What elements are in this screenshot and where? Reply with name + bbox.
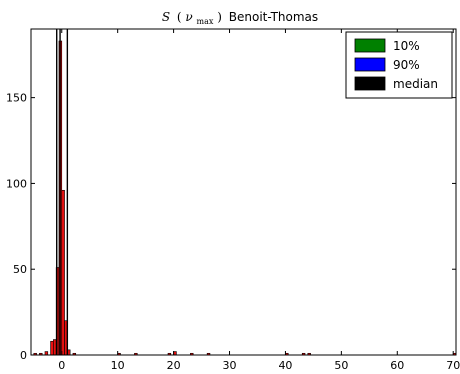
title-symbol: S	[162, 10, 170, 24]
x-tick-label: 30	[223, 359, 237, 372]
title-subscript: max	[197, 17, 214, 26]
title-paren-open: (	[177, 10, 182, 24]
x-tick-label: 40	[278, 359, 292, 372]
histogram-bar	[61, 189, 65, 355]
title-rest: Benoit-Thomas	[229, 10, 318, 24]
legend-label: 90%	[393, 58, 420, 72]
histogram-bar	[50, 340, 54, 355]
x-tick-label: 60	[390, 359, 404, 372]
y-tick-label: 50	[13, 263, 27, 276]
chart-title: S ( ν max ) Benoit-Thomas	[162, 10, 318, 27]
title-nu: ν	[185, 10, 192, 24]
legend-swatch	[354, 76, 386, 91]
x-tick-label: 70	[446, 359, 460, 372]
x-tick-label: 50	[334, 359, 348, 372]
y-tick-label: 150	[6, 92, 27, 105]
y-tick-label: 0	[20, 349, 27, 362]
x-tick-label: 20	[167, 359, 181, 372]
axes-frame	[30, 28, 457, 356]
legend-label: median	[393, 77, 438, 91]
x-tick-label: 0	[58, 359, 65, 372]
y-tick-label: 100	[6, 177, 27, 190]
legend-swatch	[354, 38, 386, 53]
histogram-bar	[44, 351, 49, 355]
plot-area: 0 10 20 30 40 50 60 70 0 50 100 150 10% 90% median	[6, 28, 460, 372]
title-paren-close: )	[217, 10, 222, 24]
legend-swatch	[354, 57, 386, 72]
legend-label: 10%	[393, 39, 420, 53]
histogram-bar	[53, 339, 57, 355]
x-tick-label: 10	[111, 359, 125, 372]
